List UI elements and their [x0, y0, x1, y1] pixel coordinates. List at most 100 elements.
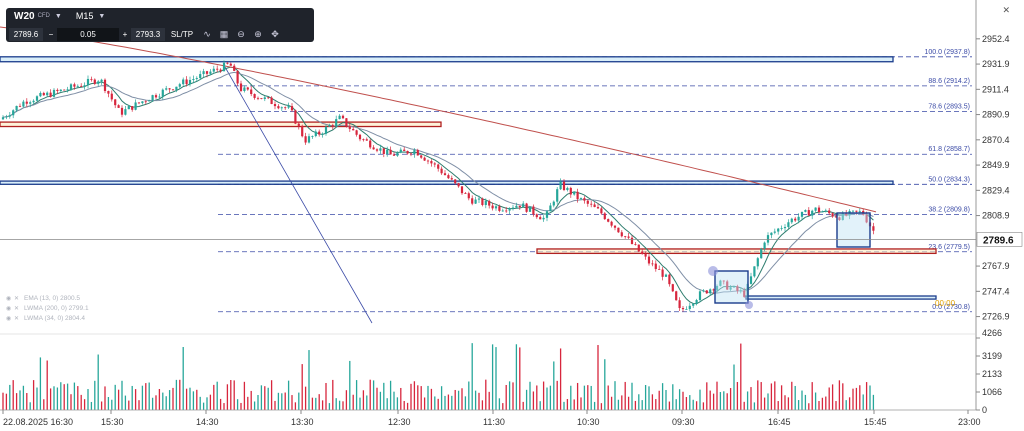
candle-body [821, 211, 824, 213]
candle-body [729, 287, 732, 290]
candle-body [165, 88, 168, 90]
indicators-icon[interactable]: ∿ [203, 28, 211, 39]
time-tick-label: 11:30 [483, 417, 505, 427]
current-price-label: 2789.6 [983, 235, 1014, 246]
candle-body [491, 205, 494, 209]
fib-level-label: 50.0 (2834.3) [928, 176, 970, 183]
candle-body [90, 78, 93, 80]
sell-price-button[interactable]: 2789.6 [9, 27, 43, 41]
support-zone[interactable] [536, 248, 937, 255]
candle-body [753, 266, 756, 277]
candle-body [100, 79, 103, 82]
buy-price-button[interactable]: 2793.3 [131, 27, 165, 41]
candle-body [175, 86, 178, 90]
candle-body [423, 157, 426, 161]
candle-body [73, 84, 76, 87]
highlight-boxes[interactable] [708, 212, 871, 309]
zoom-in-icon[interactable]: ⊕ [254, 28, 262, 39]
fib-time-marker: 00:00 [935, 299, 956, 308]
drawing-icon[interactable]: ▦ [219, 28, 229, 39]
legend-close-icon[interactable]: ✕ [14, 316, 19, 322]
candle-body [569, 187, 572, 195]
candle-body [294, 110, 297, 124]
candle-body [188, 79, 192, 85]
candle-body [39, 92, 42, 97]
support-zone[interactable] [0, 121, 442, 128]
candle-body [464, 193, 467, 194]
candle-body [790, 218, 793, 223]
candle-body [800, 211, 804, 217]
timeframe-select[interactable]: M15 [75, 11, 94, 21]
candle-body [352, 128, 355, 131]
symbol-type: CFD [37, 13, 50, 19]
candle-body [811, 210, 814, 216]
moving-averages [0, 26, 877, 305]
price-zones[interactable] [0, 56, 937, 300]
candle-body [698, 291, 702, 301]
legend-close-icon[interactable]: ✕ [14, 296, 19, 302]
candle-body [97, 81, 100, 84]
symbol-dropdown-icon[interactable]: ▼ [54, 12, 62, 20]
candle-body [46, 92, 49, 96]
volume-decrease-button[interactable]: − [48, 29, 54, 39]
demand-zone[interactable] [745, 295, 937, 300]
close-icon[interactable]: ✕ [1002, 5, 1010, 15]
candle-body [845, 212, 848, 216]
candle-body [620, 232, 623, 237]
candle-body [610, 221, 613, 226]
candle-body [413, 150, 416, 155]
legend-eye-icon[interactable]: ◉ [6, 316, 11, 322]
candle-body [93, 79, 96, 84]
candle-body [736, 286, 739, 291]
candle-body [647, 256, 651, 264]
sltp-button[interactable]: SL/TP [170, 29, 194, 39]
candle-body [756, 258, 759, 267]
candle-body [532, 206, 535, 215]
supply-zone[interactable] [0, 56, 894, 63]
pivot-marker-1[interactable] [708, 266, 718, 276]
legend-close-icon[interactable]: ✕ [14, 306, 19, 312]
candle-body [586, 200, 589, 204]
time-tick-label: 09:30 [672, 417, 695, 427]
candle-body [335, 119, 338, 127]
candle-body [301, 125, 304, 137]
candle-body [267, 97, 270, 99]
zoom-out-icon[interactable]: ⊖ [237, 28, 245, 39]
volume-input[interactable]: 0.05 [57, 27, 119, 41]
indicator-legend-label: LWMA (34, 0) 2804.4 [24, 315, 85, 322]
candle-body [375, 149, 379, 151]
supply-zone[interactable] [0, 180, 894, 185]
volume-increase-button[interactable]: + [122, 29, 128, 39]
candle-body [324, 126, 328, 134]
candle-body [5, 116, 8, 118]
consolidation-box-low[interactable] [714, 270, 749, 304]
symbol-name[interactable]: W20 [14, 10, 35, 22]
candle-body [195, 78, 198, 80]
move-icon[interactable]: ✥ [271, 28, 279, 39]
candle-body [576, 191, 579, 200]
time-tick-label: 16:45 [768, 417, 791, 427]
candle-body [562, 181, 566, 191]
candle-body [137, 102, 141, 104]
candle-body [403, 149, 406, 151]
candle-body [389, 149, 392, 155]
pivot-marker-2[interactable] [745, 301, 753, 309]
candle-body [29, 102, 32, 104]
candle-body [124, 109, 127, 115]
candle-body [617, 227, 620, 233]
symbol-row[interactable]: W20 CFD ▼ M15 ▼ [6, 8, 126, 24]
price-panel [975, 0, 1024, 431]
current-price-badge [976, 232, 1023, 247]
legend-eye-icon[interactable]: ◉ [6, 296, 11, 302]
timeframe-dropdown-icon[interactable]: ▼ [98, 12, 106, 20]
fib-level-label: 78.6 (2893.5) [928, 103, 970, 110]
candle-body [501, 210, 504, 212]
candle-body [834, 216, 838, 218]
candle-body [185, 79, 188, 85]
candle-body [365, 139, 368, 141]
consolidation-box-high[interactable] [836, 212, 871, 248]
trendline[interactable] [224, 66, 373, 324]
legend-eye-icon[interactable]: ◉ [6, 306, 11, 312]
price-tick-label: 2890.9 [982, 110, 1010, 120]
